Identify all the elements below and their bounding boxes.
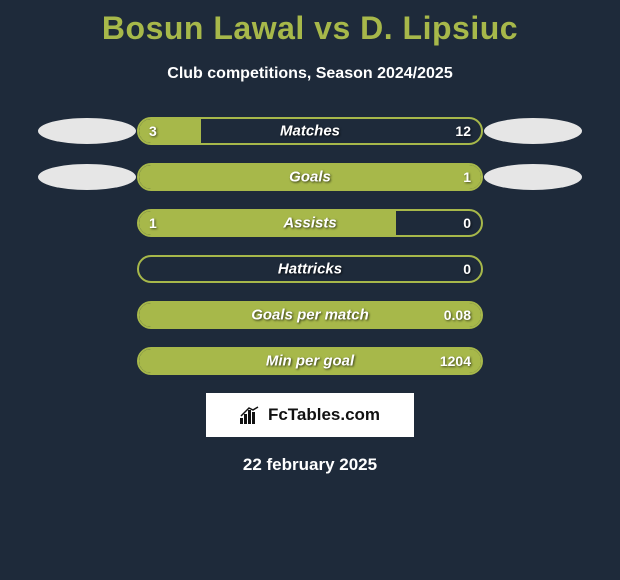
right-player-slot: [483, 209, 583, 237]
comparison-row: 3 12 Matches: [0, 117, 620, 145]
stat-right-value: 1204: [440, 353, 471, 369]
left-player-slot: [37, 163, 137, 191]
stat-label: Goals per match: [251, 307, 369, 324]
stat-right-value: 0: [463, 215, 471, 231]
stat-bar: 0 Hattricks: [137, 255, 483, 283]
right-player-slot: [483, 163, 583, 191]
right-player-slot: [483, 347, 583, 375]
stat-bar: 1 0 Assists: [137, 209, 483, 237]
bar-chart-icon: [240, 406, 262, 424]
comparison-row: 0.08 Goals per match: [0, 301, 620, 329]
player-placeholder-icon: [38, 164, 136, 190]
stat-bar: 3 12 Matches: [137, 117, 483, 145]
left-player-slot: [37, 347, 137, 375]
stat-label: Min per goal: [266, 353, 354, 370]
left-player-slot: [37, 209, 137, 237]
stat-bar: 1 Goals: [137, 163, 483, 191]
comparison-row: 0 Hattricks: [0, 255, 620, 283]
player-placeholder-icon: [484, 164, 582, 190]
stat-left-value: 1: [149, 215, 157, 231]
footer-date: 22 february 2025: [0, 455, 620, 475]
right-player-slot: [483, 117, 583, 145]
right-player-slot: [483, 301, 583, 329]
comparison-row: 1 Goals: [0, 163, 620, 191]
stat-label: Hattricks: [278, 261, 342, 278]
player-placeholder-icon: [484, 118, 582, 144]
stat-right-value: 0.08: [444, 307, 471, 323]
stat-right-value: 1: [463, 169, 471, 185]
comparison-chart: 3 12 Matches 1 Goals 1 0 Assists 0 Hattricks 0.08 G…: [0, 117, 620, 375]
page-title: Bosun Lawal vs D. Lipsiuc: [0, 0, 620, 47]
branding-badge: FcTables.com: [206, 393, 414, 437]
left-player-slot: [37, 117, 137, 145]
left-player-slot: [37, 301, 137, 329]
comparison-row: 1204 Min per goal: [0, 347, 620, 375]
right-player-slot: [483, 255, 583, 283]
player-placeholder-icon: [38, 118, 136, 144]
stat-right-value: 12: [455, 123, 471, 139]
stat-bar: 1204 Min per goal: [137, 347, 483, 375]
stat-bar-left-fill: [139, 211, 396, 235]
page-subtitle: Club competitions, Season 2024/2025: [0, 65, 620, 83]
stat-left-value: 3: [149, 123, 157, 139]
stat-label: Matches: [280, 123, 340, 140]
branding-text: FcTables.com: [268, 405, 380, 425]
comparison-row: 1 0 Assists: [0, 209, 620, 237]
stat-label: Assists: [283, 215, 336, 232]
stat-label: Goals: [289, 169, 331, 186]
stat-bar: 0.08 Goals per match: [137, 301, 483, 329]
stat-right-value: 0: [463, 261, 471, 277]
left-player-slot: [37, 255, 137, 283]
